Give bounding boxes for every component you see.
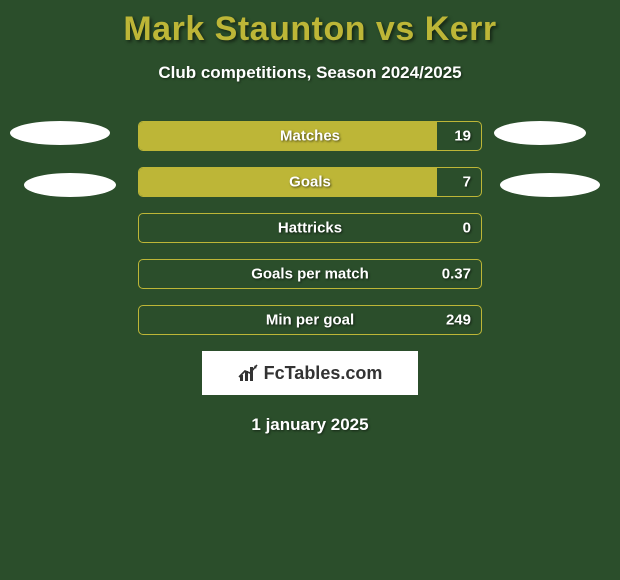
stat-value: 0.37	[442, 266, 471, 283]
fctables-logo: FcTables.com	[238, 363, 383, 384]
stat-row-hattricks: Hattricks 0	[138, 213, 482, 243]
stat-row-goals-per-match: Goals per match 0.37	[138, 259, 482, 289]
stat-label: Goals	[289, 174, 331, 191]
right-ellipse-1	[494, 121, 586, 145]
stat-row-goals: Goals 7	[138, 167, 482, 197]
stat-label: Goals per match	[251, 266, 369, 283]
stats-area: Matches 19 Goals 7 Hattricks 0 Goals per…	[0, 121, 620, 435]
stat-value: 19	[454, 128, 471, 145]
left-ellipse-1	[10, 121, 110, 145]
stat-row-min-per-goal: Min per goal 249	[138, 305, 482, 335]
logo-text: FcTables.com	[264, 363, 383, 384]
stat-label: Matches	[280, 128, 340, 145]
stat-value: 7	[463, 174, 471, 191]
page-title: Mark Staunton vs Kerr	[0, 0, 620, 49]
right-ellipse-2	[500, 173, 600, 197]
stat-label: Min per goal	[266, 312, 354, 329]
subtitle: Club competitions, Season 2024/2025	[0, 63, 620, 83]
stat-fill	[139, 168, 437, 196]
date-line: 1 january 2025	[0, 415, 620, 435]
logo-box: FcTables.com	[202, 351, 418, 395]
stat-row-matches: Matches 19	[138, 121, 482, 151]
bar-chart-icon	[238, 363, 260, 383]
stat-value: 0	[463, 220, 471, 237]
stat-value: 249	[446, 312, 471, 329]
left-ellipse-2	[24, 173, 116, 197]
stat-label: Hattricks	[278, 220, 342, 237]
